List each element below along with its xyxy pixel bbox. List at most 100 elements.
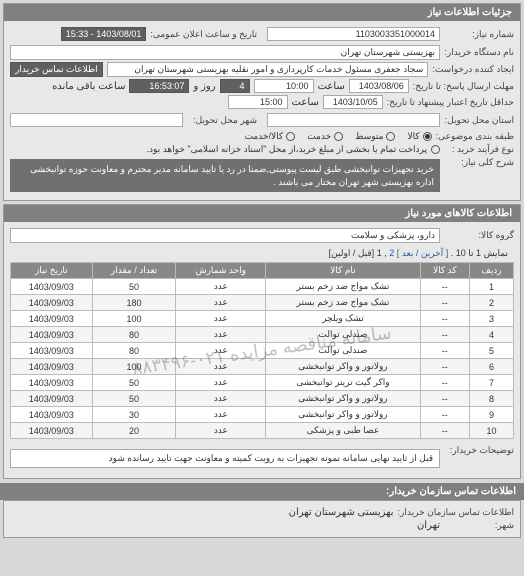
public-date-label: تاریخ و ساعت اعلان عمومی: [150, 29, 257, 40]
table-row: 7--واکر گیت ترینر توانبخشیعدد501403/09/0… [11, 375, 514, 391]
cell: -- [420, 279, 469, 295]
pager-2[interactable]: 2 [389, 248, 394, 258]
radio-icon [286, 132, 295, 141]
cell: 50 [92, 391, 176, 407]
cell: عدد [176, 343, 266, 359]
table-row: 1--تشک مواج ضد زخم بسترعدد501403/09/03 [11, 279, 514, 295]
table-row: 6--رولاتور و واکر توانبخشیعدد1001403/09/… [11, 359, 514, 375]
cell: 4 [469, 327, 513, 343]
deadline-label: مهلت ارسال پاسخ: تا تاریخ: [413, 81, 514, 92]
cell: 30 [92, 407, 176, 423]
contact-button[interactable]: اطلاعات تماس خریدار [10, 62, 103, 77]
process-note: پرداخت تمام یا بخشی از مبلغ خرید،از محل … [147, 144, 427, 155]
cell: 1403/09/03 [11, 279, 93, 295]
cell: 50 [92, 375, 176, 391]
cell: 1403/09/03 [11, 359, 93, 375]
cell: -- [420, 343, 469, 359]
cell: 1403/09/03 [11, 295, 93, 311]
cell: عدد [176, 359, 266, 375]
cell: 1403/09/03 [11, 327, 93, 343]
cell: -- [420, 423, 469, 439]
cell: 50 [92, 279, 176, 295]
buyer-note-label: توضیحات خریدار: [444, 445, 514, 456]
cell: صندلی توالت [266, 327, 420, 343]
cell: عدد [176, 279, 266, 295]
pkg-opt-1[interactable]: متوسط [355, 131, 395, 142]
cell: 80 [92, 327, 176, 343]
cell: تشک مواج ضد زخم بستر [266, 295, 420, 311]
days-label: روز و [193, 81, 215, 92]
requester-value: سجاد جعفری مسئول خدمات كارپردازی و امور … [107, 62, 429, 77]
validity-time: 15:00 [228, 95, 288, 109]
col-qty: تعداد / مقدار [92, 263, 176, 279]
cell: -- [420, 295, 469, 311]
pkg-label: طبقه بندی موضوعی: [436, 131, 514, 142]
pkg-radio-group: کالا متوسط خدمت کالا/خدمت [245, 131, 432, 142]
deadline-time: 10:00 [254, 79, 314, 93]
delivery-city-label: استان محل تحویل: [444, 115, 514, 126]
cell: تشک ویلچر [266, 311, 420, 327]
cell: عدد [176, 423, 266, 439]
table-row: 8--رولاتور و واکر توانبخشیعدد501403/09/0… [11, 391, 514, 407]
cell: عدد [176, 407, 266, 423]
pkg-opt-2[interactable]: خدمت [307, 131, 343, 142]
cell: 7 [469, 375, 513, 391]
cell: 100 [92, 311, 176, 327]
group-value: دارو، پزشکی و سلامت [10, 228, 440, 243]
pager-text: نمایش 1 تا 10 . [451, 248, 508, 258]
goods-panel: اطلاعات کالاهای مورد نیاز گروه کالا: دار… [3, 204, 521, 479]
pager-last[interactable]: [ آخرین / بعد ] [397, 248, 448, 258]
table-row: 10--عصا طبی و پزشکیعدد201403/09/03 [11, 423, 514, 439]
cell: رولاتور و واکر توانبخشی [266, 359, 420, 375]
cell: 1403/09/03 [11, 391, 93, 407]
cell: 1403/09/03 [11, 407, 93, 423]
panel-title: جزئیات اطلاعات نیاز [4, 4, 520, 21]
cell: 1403/09/03 [11, 343, 93, 359]
cell: 1 [469, 279, 513, 295]
pager-1: 1 [377, 248, 382, 258]
goods-table: ردیف کد کالا نام کالا واحد شمارش تعداد /… [10, 262, 514, 439]
cell: -- [420, 359, 469, 375]
table-row: 3--تشک ویلچرعدد1001403/09/03 [11, 311, 514, 327]
col-date: تاریخ نیاز [11, 263, 93, 279]
cell: 2 [469, 295, 513, 311]
org-label: اطلاعات تماس سازمان خریدار: [398, 507, 514, 518]
cell: رولاتور و واکر توانبخشی [266, 407, 420, 423]
pkg-opt-3[interactable]: کالا/خدمت [245, 131, 296, 142]
cell: 180 [92, 295, 176, 311]
table-row: 9--رولاتور و واکر توانبخشیعدد301403/09/0… [11, 407, 514, 423]
cell: -- [420, 327, 469, 343]
cell: تشک مواج ضد زخم بستر [266, 279, 420, 295]
number-label: شماره نیاز: [444, 29, 514, 40]
delivery-city2-label: شهر محل تحویل: [187, 115, 257, 126]
cell: عدد [176, 375, 266, 391]
cell: صندلی توالت [266, 343, 420, 359]
cell: 100 [92, 359, 176, 375]
validity-label: حداقل تاریخ اعتبار پیشنهاد تا تاریخ: [387, 97, 514, 108]
cell: واکر گیت ترینر توانبخشی [266, 375, 420, 391]
desc-text: خرید تجهیزات توانبخشی طبق لیست پیوستی,ضم… [10, 159, 440, 192]
cell: 80 [92, 343, 176, 359]
goods-panel-title: اطلاعات کالاهای مورد نیاز [4, 205, 520, 222]
remain-label: ساعت باقی مانده [52, 81, 125, 92]
cell: 6 [469, 359, 513, 375]
cell: -- [420, 391, 469, 407]
cell: 3 [469, 311, 513, 327]
buyer-note: قبل از تایید نهایی سامانه نمونه تجهیزات … [10, 449, 440, 468]
cell: رولاتور و واکر توانبخشی [266, 391, 420, 407]
process-radio[interactable] [431, 145, 440, 154]
delivery-city [10, 113, 183, 127]
cell: عدد [176, 295, 266, 311]
cell: عدد [176, 327, 266, 343]
cell: 9 [469, 407, 513, 423]
col-name: نام کالا [266, 263, 420, 279]
remain-value: 16:53:07 [129, 79, 189, 93]
pager: نمایش 1 تا 10 . [ آخرین / بعد ] 2 , 1 [ق… [10, 245, 514, 262]
number-value: 1103003351000014 [267, 27, 440, 41]
cell: عصا طبی و پزشکی [266, 423, 420, 439]
cell: -- [420, 311, 469, 327]
need-details-panel: جزئیات اطلاعات نیاز شماره نیاز: 11030033… [3, 3, 521, 201]
days-value: 4 [220, 79, 250, 93]
group-label: گروه کالا: [444, 230, 514, 241]
pkg-opt-0[interactable]: کالا [407, 131, 431, 142]
